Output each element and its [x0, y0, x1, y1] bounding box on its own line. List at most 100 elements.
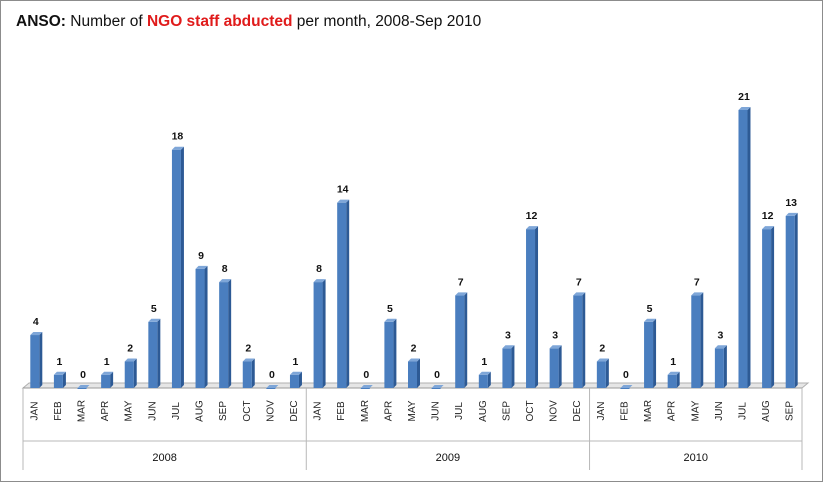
- bar-top: [596, 358, 609, 362]
- bar-value-label: 13: [785, 197, 797, 209]
- category-label: DEC: [572, 400, 583, 421]
- bar-front: [549, 348, 559, 388]
- bar: [219, 279, 232, 388]
- bar-side: [723, 345, 727, 388]
- bar-front: [195, 268, 205, 388]
- bar-side: [39, 332, 43, 388]
- category-label: JUN: [714, 401, 725, 420]
- bar-front: [573, 295, 583, 388]
- bar-front: [337, 202, 347, 388]
- bar-front: [714, 348, 724, 388]
- bar-front: [502, 348, 512, 388]
- bar: [502, 345, 515, 388]
- group-label: 2008: [152, 452, 176, 464]
- bar: [526, 226, 539, 388]
- title-highlight: NGO staff abducted: [146, 13, 293, 30]
- bar-side: [62, 371, 66, 388]
- bar-top: [101, 371, 114, 375]
- bar-value-label: 2: [245, 343, 251, 355]
- bar-value-label: 18: [172, 131, 184, 143]
- bar-front: [101, 374, 111, 388]
- bar-value-label: 4: [33, 316, 39, 328]
- bar: [549, 345, 562, 388]
- category-label: JAN: [313, 402, 324, 421]
- bar-front: [478, 374, 488, 388]
- bar: [195, 265, 208, 388]
- bar-side: [133, 358, 137, 388]
- bar-top: [502, 345, 515, 349]
- bar: [242, 358, 255, 388]
- bar-value-label: 3: [552, 329, 558, 341]
- bar-front: [738, 110, 748, 388]
- bar-value-label: 9: [198, 250, 204, 262]
- category-label: AUG: [761, 400, 772, 422]
- bar: [289, 371, 302, 388]
- bar-value-label: 14: [337, 184, 349, 196]
- title-text-before: Number of: [65, 13, 147, 30]
- bar-front: [360, 388, 370, 389]
- chart-title: ANSO: Number of NGO staff abducted per m…: [16, 13, 481, 31]
- bar-top: [785, 212, 798, 216]
- bar-top: [762, 226, 775, 230]
- bar-side: [110, 371, 114, 388]
- category-label: OCT: [525, 400, 536, 421]
- title-text-after: per month, 2008-Sep 2010: [292, 13, 482, 30]
- bar-top: [667, 371, 680, 375]
- category-label: JUN: [147, 401, 158, 420]
- bar-front: [431, 388, 441, 389]
- bar-value-label: 7: [576, 276, 582, 288]
- bar-front: [219, 282, 229, 388]
- bar-front: [785, 215, 795, 388]
- category-label: NOV: [265, 400, 276, 422]
- bar-side: [511, 345, 515, 388]
- bar-side: [747, 107, 751, 388]
- bar-side: [487, 371, 491, 388]
- group-label: 2010: [684, 452, 708, 464]
- category-label: MAY: [407, 400, 418, 421]
- bar-top: [313, 279, 326, 283]
- bar-side: [700, 292, 704, 388]
- category-label: OCT: [242, 400, 253, 421]
- bar-front: [124, 361, 134, 388]
- bar-front: [77, 388, 87, 389]
- group-label: 2009: [436, 452, 460, 464]
- bar-front: [289, 374, 299, 388]
- category-label: JUN: [431, 401, 442, 420]
- bar-value-label: 8: [222, 263, 228, 275]
- category-label: AUG: [478, 400, 489, 422]
- category-label: MAY: [690, 400, 701, 421]
- bar-side: [582, 292, 586, 388]
- bar-side: [204, 265, 208, 388]
- bar-value-label: 0: [80, 369, 86, 381]
- bar: [337, 199, 350, 388]
- bar-top: [124, 358, 137, 362]
- bar-top: [30, 332, 43, 336]
- bar: [101, 371, 114, 388]
- bar-side: [298, 371, 302, 388]
- bar-value-label: 7: [694, 276, 700, 288]
- bar-side: [322, 279, 326, 388]
- category-label: AUG: [195, 400, 206, 422]
- bar-side: [558, 345, 562, 388]
- bar-value-label: 5: [387, 303, 393, 315]
- bar-top: [644, 318, 657, 322]
- bar: [691, 292, 704, 388]
- bar-front: [408, 361, 417, 388]
- category-label: APR: [100, 401, 111, 422]
- bar-front: [620, 388, 630, 389]
- bar-side: [653, 318, 657, 388]
- bar: [714, 345, 727, 388]
- bar-side: [794, 212, 798, 388]
- bar-top: [620, 385, 633, 388]
- bar-side: [605, 358, 609, 388]
- bar-side: [346, 199, 350, 388]
- category-label: JUL: [737, 402, 748, 420]
- bar-value-label: 5: [151, 303, 157, 315]
- bar-value-label: 12: [526, 210, 538, 222]
- bar-side: [417, 358, 420, 388]
- category-label: FEB: [53, 401, 64, 421]
- bar-value-label: 5: [647, 303, 653, 315]
- bar-value-label: 0: [363, 369, 369, 381]
